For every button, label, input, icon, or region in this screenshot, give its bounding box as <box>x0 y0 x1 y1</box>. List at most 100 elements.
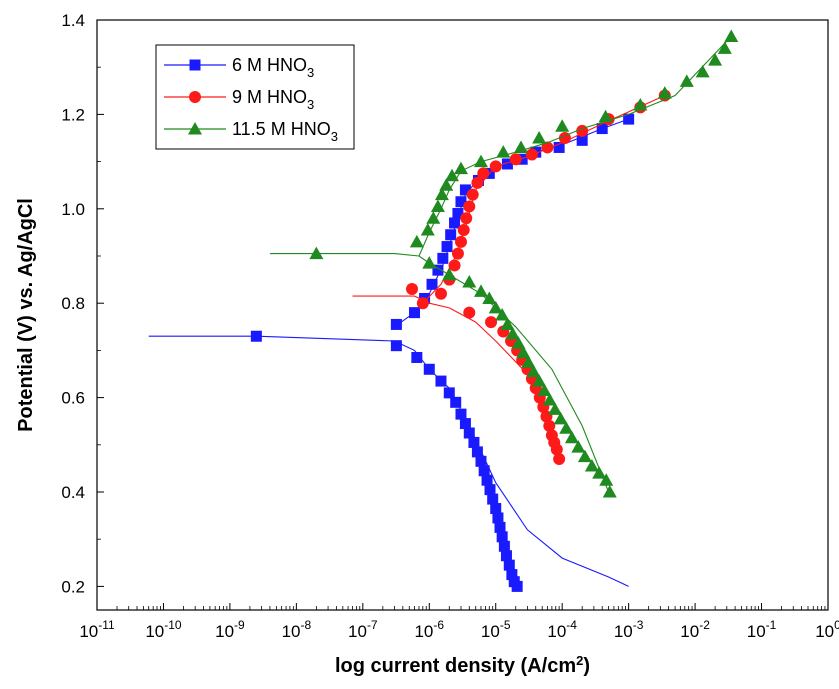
data-point <box>411 351 423 363</box>
data-point <box>466 188 479 201</box>
x-tick-label: 10-6 <box>414 618 444 641</box>
x-tick-label: 10-2 <box>680 618 710 641</box>
data-point <box>449 217 461 229</box>
data-point <box>422 256 437 269</box>
data-point <box>439 178 454 191</box>
data-point <box>657 86 672 99</box>
data-point <box>506 569 518 581</box>
data-point <box>459 418 471 430</box>
data-point <box>559 421 574 434</box>
legend-label: 11.5 M HNO3 <box>232 119 338 144</box>
y-tick-label: 0.8 <box>61 294 85 313</box>
legend-marker <box>188 122 202 135</box>
data-point <box>450 396 462 408</box>
data-point <box>495 308 510 321</box>
y-tick-label: 0.4 <box>61 483 85 502</box>
legend-marker <box>189 59 201 71</box>
series-layer <box>148 29 739 592</box>
data-point <box>571 440 586 453</box>
data-point <box>475 455 487 467</box>
data-point <box>452 208 464 220</box>
data-point <box>509 153 522 166</box>
data-point <box>481 474 493 486</box>
legend: 6 M HNO3 9 M HNO3 11.5 M HNO3 <box>155 44 355 150</box>
data-point <box>443 387 455 399</box>
data-point <box>409 307 421 319</box>
data-point <box>503 559 515 571</box>
data-point <box>430 199 445 212</box>
data-point <box>490 503 502 515</box>
series-3 <box>269 29 739 498</box>
data-point <box>451 247 464 260</box>
data-point <box>468 436 480 448</box>
data-point <box>679 74 694 87</box>
data-point <box>496 531 508 543</box>
y-tick-label: 1.0 <box>61 200 85 219</box>
x-tick-label: 10-7 <box>348 618 378 641</box>
data-point <box>448 259 461 272</box>
data-point <box>532 131 547 144</box>
data-point <box>478 465 490 477</box>
x-tick-label: 10-4 <box>547 618 577 641</box>
data-point <box>553 411 568 425</box>
data-point <box>471 176 484 189</box>
data-point <box>442 267 457 281</box>
data-point <box>390 318 402 330</box>
data-point <box>500 550 512 562</box>
data-point <box>553 452 566 465</box>
data-point <box>423 363 435 375</box>
x-tick-label: 10-8 <box>282 618 312 641</box>
data-point <box>511 336 526 349</box>
data-point <box>564 430 579 444</box>
series-1 <box>148 113 635 592</box>
data-point <box>577 449 592 463</box>
data-point <box>498 540 510 552</box>
data-point <box>473 154 488 168</box>
data-point <box>434 187 449 201</box>
data-point <box>432 264 444 276</box>
data-point <box>488 300 503 314</box>
data-point <box>500 317 515 330</box>
data-point <box>521 355 536 368</box>
data-point <box>471 446 483 458</box>
data-point <box>455 196 467 208</box>
legend-label: 9 M HNO3 <box>232 87 314 112</box>
data-point <box>592 466 607 479</box>
data-point <box>576 134 588 146</box>
data-point <box>463 306 476 319</box>
data-point <box>485 316 498 329</box>
x-tick-label: 100 <box>815 618 839 641</box>
ticks-layer: 10-11 10-10 10-9 10-8 10-7 10-6 10-5 10-4 10-3 10… <box>61 11 839 641</box>
data-point <box>516 345 531 359</box>
data-point <box>708 53 723 66</box>
data-point <box>435 375 447 387</box>
data-point <box>511 580 523 592</box>
data-point <box>550 443 563 456</box>
data-point <box>553 141 565 153</box>
data-point <box>453 161 468 175</box>
y-tick-label: 1.4 <box>61 11 85 30</box>
data-point <box>633 97 648 111</box>
data-point <box>602 485 617 498</box>
data-point <box>406 283 419 296</box>
data-point <box>420 223 435 236</box>
data-point <box>463 427 475 439</box>
y-tick-label: 0.6 <box>61 389 85 408</box>
data-point <box>445 168 460 182</box>
data-point <box>516 153 528 165</box>
data-point <box>532 374 547 387</box>
data-point <box>501 158 513 170</box>
x-tick-label: 10-11 <box>79 618 115 641</box>
data-point <box>460 212 473 225</box>
data-point <box>455 408 467 420</box>
y-tick-label: 1.2 <box>61 105 85 124</box>
data-point <box>717 41 732 54</box>
data-point <box>489 160 502 173</box>
legend-label: 6 M HNO3 <box>232 55 314 80</box>
data-point <box>526 364 541 378</box>
data-point <box>426 211 441 224</box>
x-tick-label: 10-5 <box>481 618 511 641</box>
data-point <box>599 473 614 486</box>
data-point <box>494 521 506 533</box>
